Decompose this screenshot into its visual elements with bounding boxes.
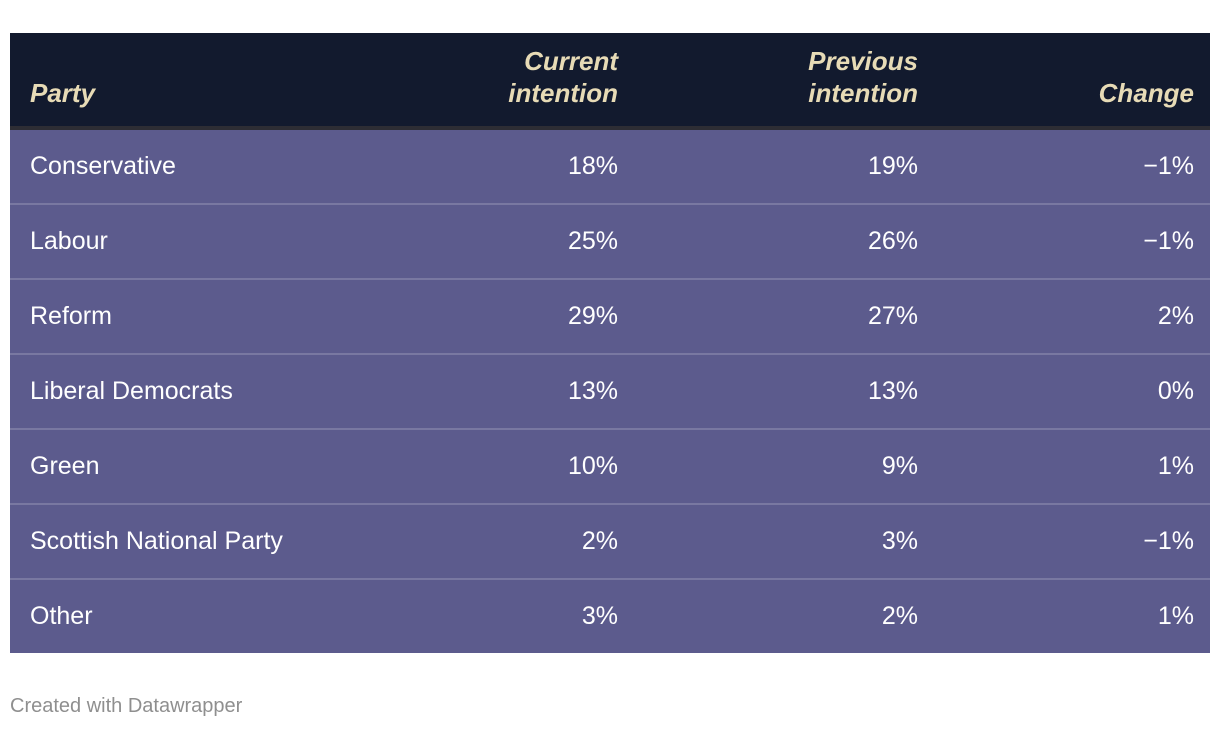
column-header-previous-intention-label: Previous intention bbox=[808, 46, 918, 108]
table-header: Party Current intention Previous intenti… bbox=[10, 33, 1210, 130]
datawrapper-credit-link[interactable]: Created with Datawrapper bbox=[10, 695, 243, 717]
table-row: Labour 25% 26% −1% bbox=[10, 203, 1210, 279]
cell-current-intention: 18% bbox=[410, 128, 630, 204]
column-header-current-intention: Current intention bbox=[410, 33, 630, 130]
cell-previous-intention: 19% bbox=[630, 128, 930, 204]
cell-party: Other bbox=[10, 578, 410, 653]
cell-party: Scottish National Party bbox=[10, 503, 410, 579]
column-header-previous-intention: Previous intention bbox=[630, 33, 930, 130]
cell-previous-intention: 3% bbox=[630, 503, 930, 579]
table-row: Scottish National Party 2% 3% −1% bbox=[10, 503, 1210, 579]
cell-change: 2% bbox=[930, 278, 1210, 354]
cell-change: −1% bbox=[930, 503, 1210, 579]
cell-previous-intention: 26% bbox=[630, 203, 930, 279]
cell-previous-intention: 13% bbox=[630, 353, 930, 429]
cell-previous-intention: 27% bbox=[630, 278, 930, 354]
cell-party: Reform bbox=[10, 278, 410, 354]
cell-change: 1% bbox=[930, 578, 1210, 653]
cell-party: Labour bbox=[10, 203, 410, 279]
cell-current-intention: 29% bbox=[410, 278, 630, 354]
table-row: Green 10% 9% 1% bbox=[10, 428, 1210, 504]
cell-current-intention: 2% bbox=[410, 503, 630, 579]
cell-party: Conservative bbox=[10, 128, 410, 204]
table-row: Reform 29% 27% 2% bbox=[10, 278, 1210, 354]
party-intention-table: Party Current intention Previous intenti… bbox=[10, 33, 1210, 653]
cell-current-intention: 10% bbox=[410, 428, 630, 504]
table-row: Liberal Democrats 13% 13% 0% bbox=[10, 353, 1210, 429]
table-body: Conservative 18% 19% −1% Labour 25% 26% … bbox=[10, 128, 1210, 653]
table-row: Conservative 18% 19% −1% bbox=[10, 128, 1210, 204]
cell-current-intention: 13% bbox=[410, 353, 630, 429]
cell-change: 0% bbox=[930, 353, 1210, 429]
cell-change: −1% bbox=[930, 128, 1210, 204]
header-row: Party Current intention Previous intenti… bbox=[10, 33, 1210, 130]
cell-previous-intention: 9% bbox=[630, 428, 930, 504]
column-header-party: Party bbox=[10, 33, 410, 130]
cell-previous-intention: 2% bbox=[630, 578, 930, 653]
table-row: Other 3% 2% 1% bbox=[10, 578, 1210, 653]
cell-current-intention: 3% bbox=[410, 578, 630, 653]
cell-change: 1% bbox=[930, 428, 1210, 504]
column-header-change: Change bbox=[930, 33, 1210, 130]
cell-party: Green bbox=[10, 428, 410, 504]
cell-current-intention: 25% bbox=[410, 203, 630, 279]
cell-party: Liberal Democrats bbox=[10, 353, 410, 429]
cell-change: −1% bbox=[930, 203, 1210, 279]
